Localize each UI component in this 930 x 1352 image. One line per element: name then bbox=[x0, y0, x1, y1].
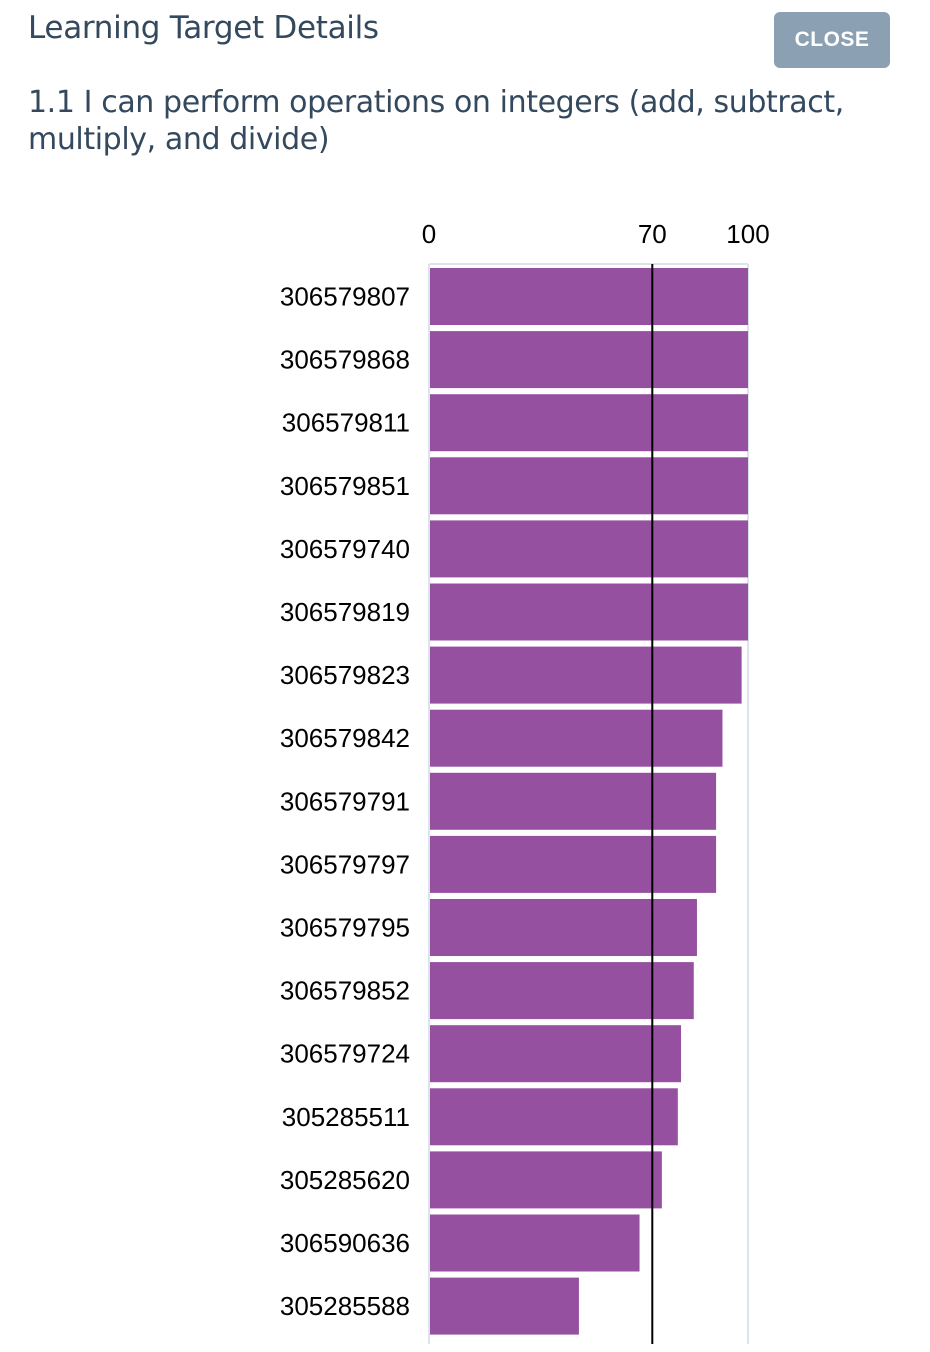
category-label: 306579791 bbox=[280, 786, 410, 816]
bar bbox=[430, 1277, 579, 1335]
x-tick-label: 100 bbox=[726, 219, 769, 249]
x-axis-ticks: 0 70 100 bbox=[422, 219, 770, 249]
category-labels: 306579807 306579868 306579811 306579851 3065… bbox=[280, 282, 410, 1322]
bars bbox=[430, 268, 748, 1335]
x-tick-label: 0 bbox=[422, 219, 436, 249]
category-label: 306579852 bbox=[280, 976, 410, 1006]
axes bbox=[428, 263, 749, 1344]
category-label: 306590636 bbox=[280, 1228, 410, 1258]
category-label: 305285511 bbox=[282, 1102, 410, 1132]
category-label: 306579819 bbox=[280, 597, 410, 627]
category-label: 306579795 bbox=[280, 913, 410, 943]
bar bbox=[430, 520, 748, 578]
category-label: 306579842 bbox=[280, 723, 410, 753]
bar bbox=[430, 962, 694, 1020]
category-label: 306579823 bbox=[280, 660, 410, 690]
category-label: 306579740 bbox=[280, 534, 410, 564]
bar bbox=[430, 772, 717, 830]
close-button[interactable]: CLOSE bbox=[774, 12, 890, 68]
category-label: 306579868 bbox=[280, 345, 410, 375]
bar bbox=[430, 709, 723, 767]
bar bbox=[430, 1151, 662, 1209]
category-label: 305285620 bbox=[280, 1165, 410, 1195]
bar bbox=[430, 1025, 682, 1083]
category-label: 306579797 bbox=[280, 849, 410, 879]
category-label: 305285588 bbox=[280, 1291, 410, 1321]
category-label: 306579811 bbox=[282, 408, 410, 438]
category-label: 306579724 bbox=[280, 1039, 410, 1069]
bar bbox=[430, 1214, 640, 1272]
bar bbox=[430, 394, 748, 452]
bar bbox=[430, 899, 697, 956]
bar bbox=[430, 457, 748, 515]
x-tick-label: 70 bbox=[638, 219, 667, 249]
bar bbox=[430, 646, 742, 704]
modal-title: Learning Target Details bbox=[28, 10, 379, 46]
bar bbox=[430, 835, 717, 893]
bar bbox=[430, 268, 748, 325]
category-label: 306579851 bbox=[280, 471, 410, 501]
bar bbox=[430, 1088, 678, 1146]
learning-target-heading: 1.1 I can perform operations on integers… bbox=[28, 85, 844, 157]
category-label: 306579807 bbox=[280, 282, 410, 312]
bar bbox=[430, 331, 748, 389]
bar bbox=[430, 583, 748, 641]
